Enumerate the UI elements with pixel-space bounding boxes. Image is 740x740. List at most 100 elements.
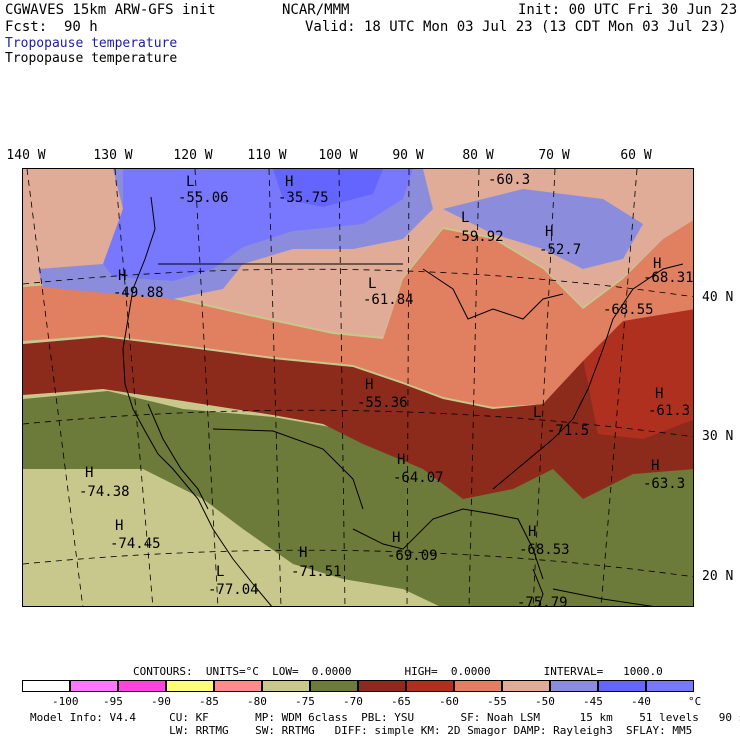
extremum-marker: L [461,210,470,226]
meridian-100w [338,169,346,606]
valid-time: Valid: 18 UTC Mon 03 Jul 23 (13 CDT Mon … [305,19,727,35]
color-bar-swatch [550,680,598,692]
extremum-value: -61.84 [363,292,414,308]
forecast-hours: 90 h [64,19,98,35]
extremum-value: -75.79 [517,595,568,607]
extremum-marker: L [533,405,542,421]
extremum-value: -63.3 [643,476,686,492]
extremum-marker: H [392,530,401,546]
coastline-layer [122,196,684,606]
contours-info: CONTOURS: UNITS=°C LOW= 0.0000 HIGH= 0.0… [133,665,663,678]
meridian-60w [600,169,638,606]
extremum-marker: L [216,564,225,580]
org-label: NCAR/MMM [282,2,350,18]
extremum-value: -71.51 [291,564,342,580]
color-bar-label: -80 [247,695,267,708]
extremum-value: -59.92 [453,229,504,245]
extremum-marker: H [655,386,664,402]
extremum-marker: L [186,174,195,190]
extremum-value: -68.55 [603,302,654,318]
extremum-marker: L [368,276,377,292]
extremum-marker: H [118,268,127,284]
great-lakes-outline [422,268,564,320]
lat-label-40n: 40 N [702,290,734,305]
forecast-label: Fcst: [5,19,48,35]
model-info-line2: LW: RRTMG SW: RRTMG DIFF: simple KM: 2D … [30,724,693,737]
extremum-marker: H [528,524,537,540]
color-bar-swatch [310,680,358,692]
extremum-value: -68.53 [519,542,570,558]
zone-orange-60-55 [23,220,693,407]
lon-label-100w: 100 W [318,148,358,163]
color-bar-swatch [262,680,310,692]
gulf-coastline [352,508,544,580]
zone-brightblue-above-minus40 [273,169,383,207]
color-bar-swatch [646,680,694,692]
extremum-marker: H [85,465,94,481]
meridian-80w [468,169,480,606]
model-title: CGWAVES 15km ARW-GFS init [5,2,216,18]
lon-label-60w: 60 W [620,148,652,163]
meridian-120w [194,169,219,606]
color-bar-swatch [358,680,406,692]
lat-label-20n: 20 N [702,569,734,584]
extremum-value: -49.88 [113,285,164,301]
extremum-marker: H [285,174,294,190]
extremum-marker: H [299,545,308,561]
map-canvas [23,169,693,606]
lon-label-120w: 120 W [173,148,213,163]
us-mexico-border [212,428,364,510]
extremum-marker: H [651,458,660,474]
init-time: Init: 00 UTC Fri 30 Jun 23 [518,2,738,18]
color-bar-label: -95 [103,695,123,708]
extremum-value: -74.38 [79,484,130,500]
color-bar-label: -55 [487,695,507,708]
extremum-value: -77.04 [208,582,259,598]
zone-red-65-60 [583,309,693,439]
color-bar-label: -60 [439,695,459,708]
color-bar-swatch [454,680,502,692]
extremum-value: -55.06 [178,190,229,206]
color-bar-swatch [118,680,166,692]
color-bar-label: -85 [199,695,219,708]
meridian-140w [26,169,84,606]
extremum-value: -64.07 [393,470,444,486]
color-bar-label: -45 [583,695,603,708]
field-title-blue: Tropopause temperature [5,36,178,51]
color-bar-swatch [598,680,646,692]
zone-darkred-70-65 [23,309,693,499]
extremum-value: -61.3 [648,403,691,419]
lon-label-110w: 110 W [247,148,287,163]
color-bar-label: -65 [391,695,411,708]
lon-label-90w: 90 W [392,148,424,163]
zone-lavender-northeast [443,189,643,269]
model-info-line1: Model Info: V4.4 CU: KF MP: WDM 6class P… [30,711,740,724]
meridian-110w [268,169,282,606]
color-bar-swatch [406,680,454,692]
color-bar-label: -90 [151,695,171,708]
lon-label-80w: 80 W [462,148,494,163]
color-bar-swatch [22,680,70,692]
pacific-coastline [122,196,272,606]
color-bar-label: -70 [343,695,363,708]
color-bar-swatch [166,680,214,692]
extremum-value: -35.75 [278,190,329,206]
graticule-layer [23,169,693,606]
cuba-outline [552,588,654,606]
baja-peninsula [147,403,209,510]
extremum-value: -68.31 [643,270,694,286]
extremum-marker: H [115,518,124,534]
color-bar-label: -50 [535,695,555,708]
extremum-marker: H [397,452,406,468]
color-bar-swatch [214,680,262,692]
extremum-value: -60.3 [488,172,531,188]
color-bar-label: -100 [52,695,79,708]
color-bar-label: -40 [631,695,651,708]
color-bar-swatch [502,680,550,692]
zone-olive-75-70 [23,391,693,606]
lon-label-130w: 130 W [93,148,133,163]
extremum-value: -74.45 [110,536,161,552]
field-title-black: Tropopause temperature [5,51,178,66]
extremum-value: -69.09 [387,548,438,564]
atlantic-coastline [492,263,684,490]
